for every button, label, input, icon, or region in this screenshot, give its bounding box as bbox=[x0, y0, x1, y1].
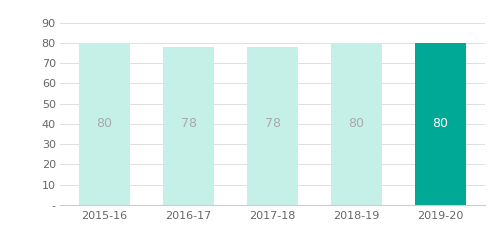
Bar bbox=[164, 47, 214, 205]
Bar bbox=[248, 47, 298, 205]
Text: 78: 78 bbox=[180, 118, 196, 130]
Bar bbox=[80, 43, 130, 205]
Bar bbox=[416, 43, 466, 205]
Bar bbox=[332, 43, 382, 205]
Text: 80: 80 bbox=[348, 118, 364, 130]
Text: 80: 80 bbox=[432, 118, 448, 130]
Text: 78: 78 bbox=[264, 118, 280, 130]
Text: 80: 80 bbox=[96, 118, 112, 130]
